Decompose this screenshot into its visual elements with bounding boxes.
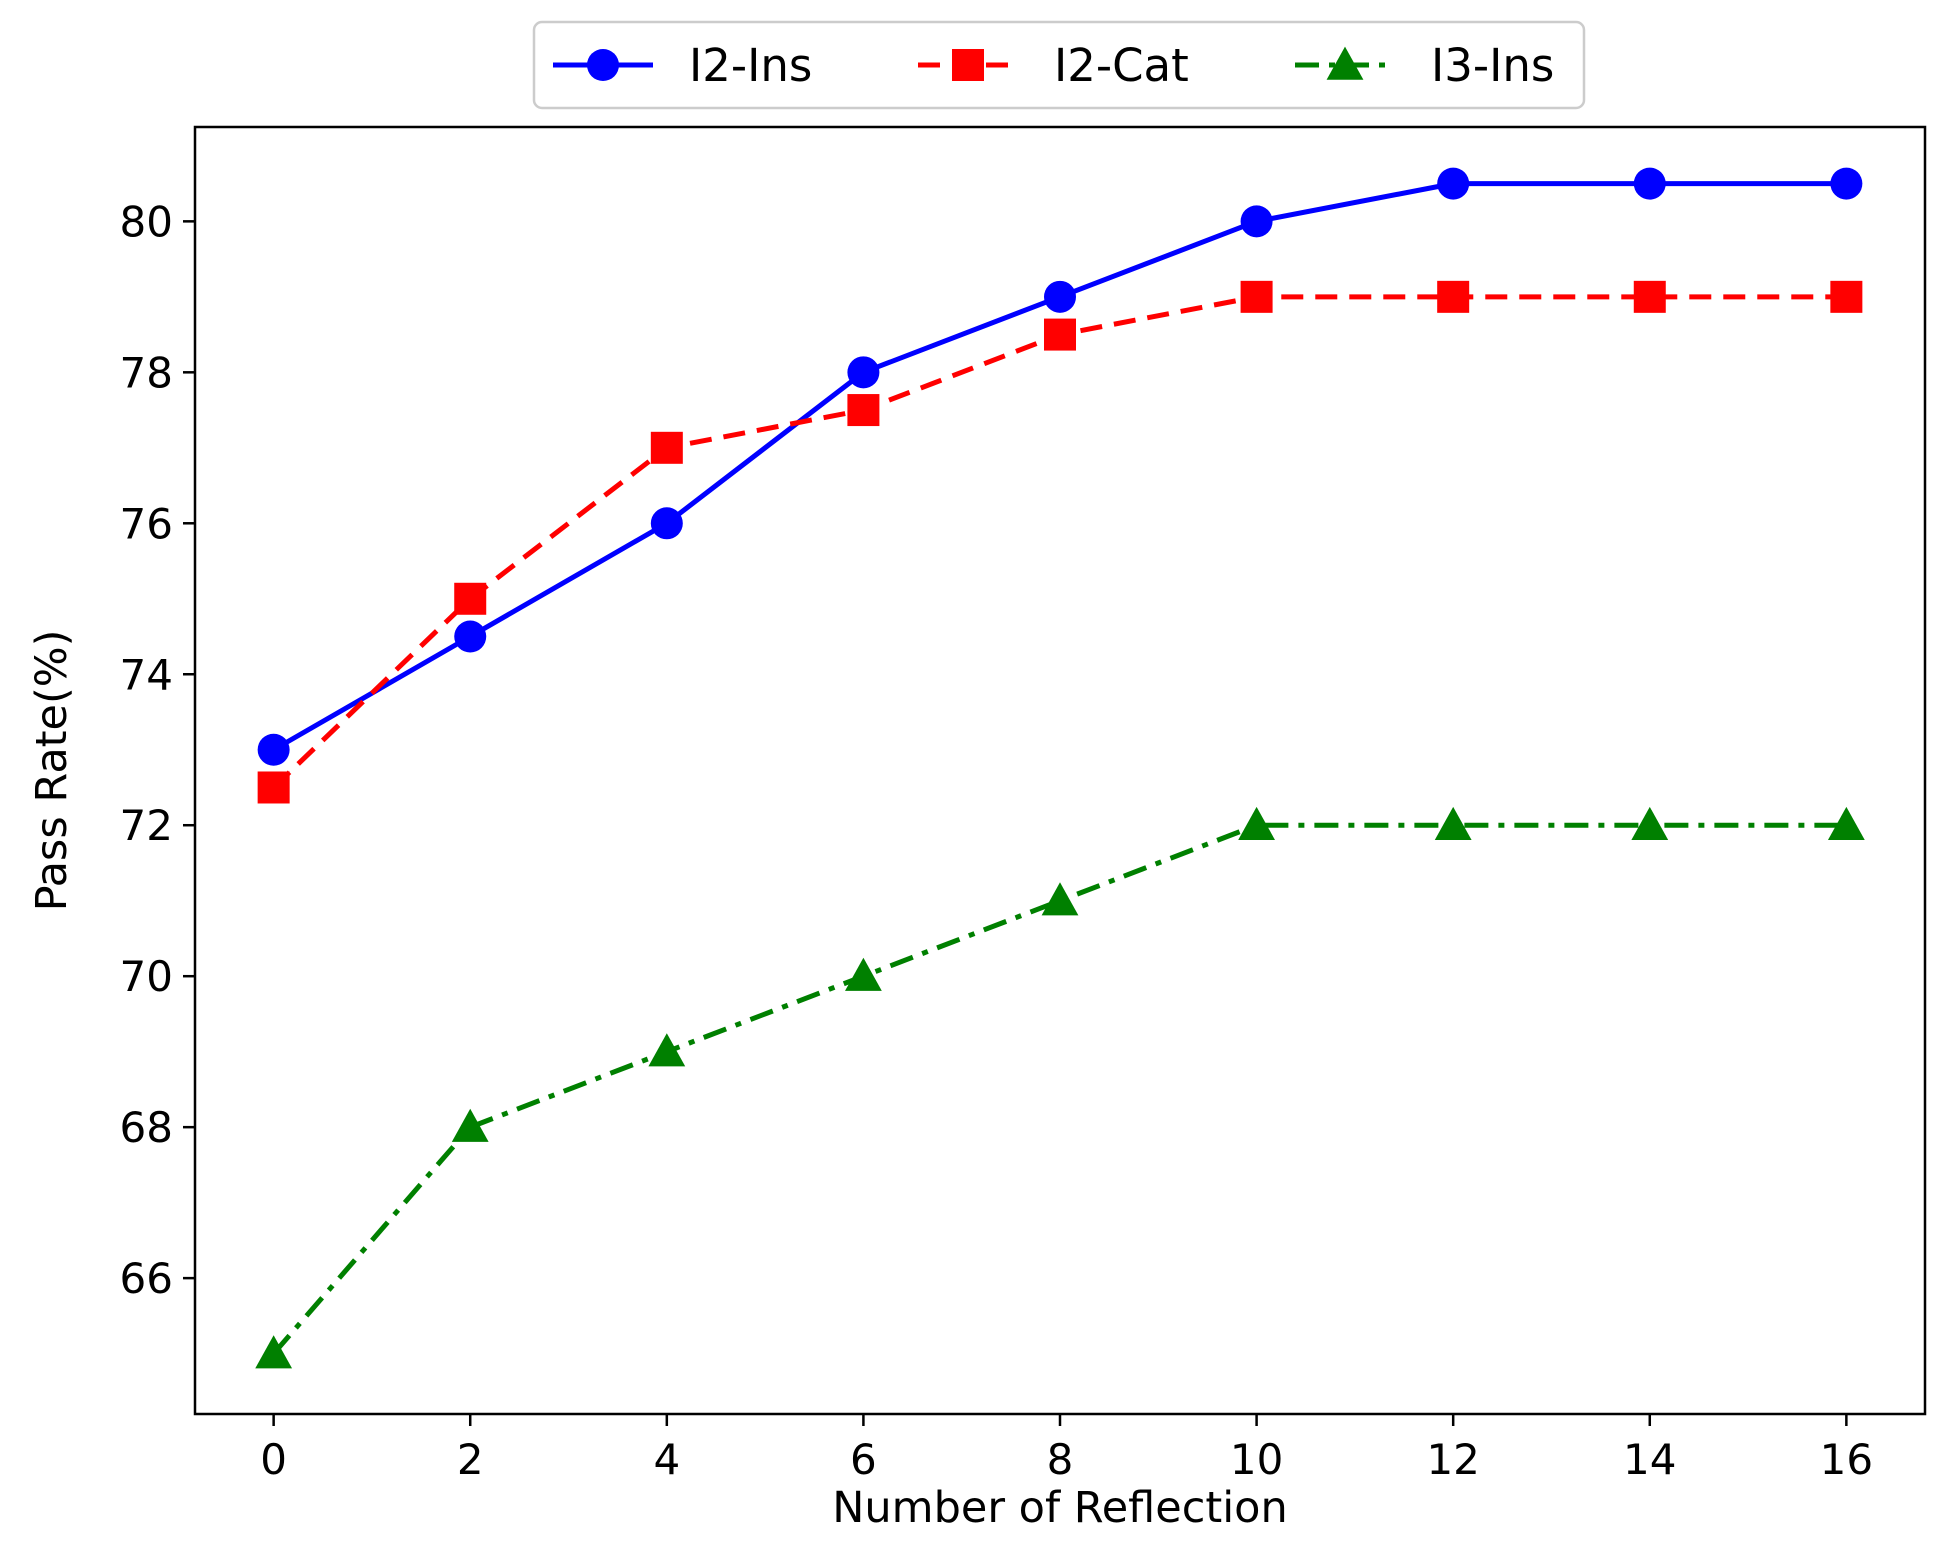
legend-marker [1326, 46, 1364, 80]
series-layer [255, 167, 1865, 1369]
y-tick-label: 72 [120, 801, 173, 850]
legend-marker [587, 49, 619, 81]
data-point [454, 620, 487, 653]
x-tick-label: 12 [1426, 1435, 1479, 1484]
legend-label: I3-Ins [1431, 39, 1554, 92]
legend: I2-Ins I2-Cat I3-Ins [532, 20, 1586, 110]
legend-marker [952, 49, 984, 81]
data-point [847, 356, 880, 389]
x-tick-label: 6 [850, 1435, 877, 1484]
y-tick-label: 78 [120, 348, 173, 397]
data-point [1434, 806, 1472, 840]
data-point [1240, 280, 1273, 313]
x-axis-title: Number of Reflection [832, 1483, 1287, 1533]
legend-label: I2-Ins [689, 39, 812, 92]
data-point [847, 394, 880, 427]
legend-entry-i3-ins: I3-Ins [1295, 39, 1554, 92]
x-tick-label: 14 [1623, 1435, 1676, 1484]
series-i3-ins [255, 806, 1865, 1369]
legend-label: I2-Cat [1054, 39, 1189, 92]
data-point [650, 431, 683, 464]
data-point [845, 957, 882, 991]
data-point [1044, 318, 1076, 351]
data-point [1238, 806, 1275, 840]
data-point [454, 582, 487, 615]
x-tick-label: 4 [653, 1435, 680, 1484]
legend-entry-i2-ins: I2-Ins [553, 39, 812, 92]
series-i2-ins [257, 167, 1863, 766]
x-tick-label: 2 [457, 1435, 484, 1484]
y-axis-title: Pass Rate(%) [27, 630, 77, 912]
y-tick-label: 76 [120, 499, 173, 548]
data-point [257, 771, 290, 804]
x-tick-label: 10 [1230, 1435, 1283, 1484]
y-tick-label: 66 [120, 1254, 173, 1303]
data-point [1437, 280, 1470, 313]
data-point [1041, 882, 1079, 916]
data-point [1437, 167, 1470, 200]
data-point [255, 1335, 293, 1369]
data-point [1240, 205, 1273, 238]
data-point [1044, 280, 1076, 313]
series-line [271, 822, 1847, 1356]
data-point [1631, 806, 1669, 840]
y-tick-label: 70 [120, 952, 173, 1001]
x-tick-label: 0 [260, 1435, 287, 1484]
x-tick-label: 8 [1047, 1435, 1074, 1484]
legend-entry-i2-cat: I2-Cat [918, 39, 1189, 92]
data-point [1633, 167, 1666, 200]
y-tick-label: 74 [120, 650, 173, 699]
data-point [648, 1033, 686, 1067]
data-point [650, 507, 683, 540]
data-point [451, 1108, 489, 1142]
series-i2-cat [257, 280, 1863, 804]
y-tick-label: 68 [120, 1103, 173, 1152]
data-point [1633, 280, 1666, 313]
y-tick-label: 80 [120, 197, 173, 246]
x-tick-label: 16 [1820, 1435, 1873, 1484]
legend-box [532, 20, 1586, 110]
data-point [1830, 167, 1863, 200]
data-point [257, 733, 290, 766]
data-point [1830, 280, 1863, 313]
data-point [1827, 806, 1865, 840]
